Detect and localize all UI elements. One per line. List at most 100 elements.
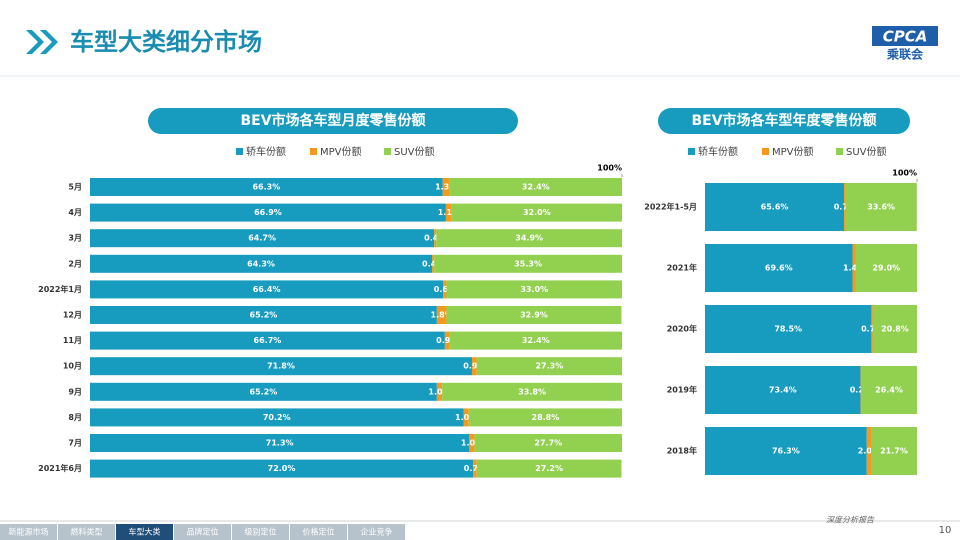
- footer-tab: [116, 524, 173, 540]
- footer-tab: [174, 524, 231, 540]
- data-label: 0.9%: [436, 336, 458, 345]
- data-label: 0.4%: [422, 259, 444, 268]
- data-label: 33.8%: [518, 387, 546, 396]
- footer-tab-label: 品牌定位: [187, 527, 219, 537]
- footer-tab-label: 新能源市场: [9, 527, 49, 537]
- bar-segment: [469, 434, 475, 452]
- y-tick-label: 9月: [68, 387, 82, 396]
- data-label: 35.3%: [514, 259, 542, 268]
- footer-tab: [0, 524, 57, 540]
- legend-label: 轿车份额: [246, 145, 286, 158]
- report-label: 深度分析报告: [826, 516, 875, 525]
- data-label: 70.2%: [263, 413, 291, 422]
- data-label: 1.4%: [843, 264, 865, 273]
- data-label: 65.2%: [250, 387, 278, 396]
- footer-tab-label: 车型大类: [129, 527, 161, 537]
- bar-segment: [444, 331, 450, 350]
- bar-segment: [90, 434, 470, 452]
- data-label: 1.3%: [435, 183, 457, 192]
- data-label: 32.9%: [520, 311, 548, 320]
- bar-segment: [844, 183, 846, 231]
- footer-tab: [58, 524, 115, 540]
- bar-segment: [436, 306, 447, 324]
- bar-segment: [90, 254, 433, 273]
- legend-swatch: [310, 148, 317, 155]
- data-label: 32.4%: [522, 183, 550, 192]
- legend-swatch: [688, 148, 695, 155]
- bar-segment: [90, 408, 464, 427]
- data-label: 0.2%: [850, 386, 872, 395]
- bar-segment: [446, 280, 622, 299]
- y-tick-label: 2018年: [667, 446, 697, 456]
- page-number: 10: [939, 525, 952, 536]
- footer-tab: [348, 524, 405, 540]
- y-tick-label: 2021年6月: [38, 463, 82, 473]
- data-label: 66.7%: [254, 336, 282, 345]
- data-label: 28.8%: [532, 413, 560, 422]
- data-label: 66.4%: [253, 285, 281, 294]
- footer-tab-label: 价格定位: [303, 527, 335, 537]
- bar-segment: [90, 331, 445, 350]
- data-label: 66.9%: [254, 208, 282, 217]
- y-tick-label: 12月: [63, 311, 82, 320]
- footer-tab-label: 燃料类型: [71, 527, 103, 537]
- data-label: 27.7%: [534, 439, 562, 448]
- footer-tab-label: 级别定位: [245, 527, 277, 537]
- bar-segment: [442, 178, 450, 196]
- y-tick-label: 5月: [68, 183, 82, 192]
- data-label: 71.8%: [267, 362, 295, 371]
- bar-segment: [90, 203, 446, 222]
- data-label: 32.0%: [523, 208, 551, 217]
- legend-swatch: [384, 148, 391, 155]
- bar-segment: [705, 305, 872, 353]
- bar-segment: [432, 254, 435, 273]
- bar-segment: [449, 178, 622, 196]
- bar-segment: [866, 427, 871, 475]
- bar-segment: [468, 408, 622, 427]
- bar-segment: [476, 357, 622, 376]
- data-label: 71.3%: [266, 439, 294, 448]
- page-title: 车型大类细分市场: [70, 28, 262, 56]
- bar-segment: [471, 357, 477, 376]
- x-tick-label: 100%: [597, 164, 622, 173]
- data-label: 29.0%: [872, 264, 900, 273]
- bar-segment: [870, 427, 917, 475]
- y-tick-label: 2021年: [667, 263, 697, 273]
- y-tick-label: 7月: [68, 439, 82, 448]
- y-tick-label: 2022年1月: [38, 284, 82, 294]
- bar-segment: [463, 408, 469, 427]
- data-label: 21.7%: [880, 447, 908, 456]
- footer-tab: [232, 524, 289, 540]
- chart-title: BEV市场各车型月度零售份额: [240, 112, 425, 129]
- data-label: 64.3%: [247, 259, 275, 268]
- y-tick-label: 4月: [68, 208, 82, 217]
- data-label: 78.5%: [774, 325, 802, 334]
- data-label: 33.6%: [867, 203, 895, 212]
- data-label: 20.8%: [881, 325, 909, 334]
- bar-segment: [442, 382, 622, 401]
- bar-segment: [436, 229, 622, 248]
- bar-segment: [90, 357, 472, 376]
- data-label: 1.0%: [428, 387, 450, 396]
- legend-label: MPV份额: [320, 145, 362, 158]
- legend-swatch: [236, 148, 243, 155]
- bar-segment: [705, 183, 845, 231]
- logo-sub: 乘联会: [886, 47, 924, 62]
- bar-segment: [90, 306, 437, 324]
- data-label: 0.7%: [834, 203, 856, 212]
- logo-box: [872, 26, 938, 46]
- bar-segment: [90, 178, 443, 196]
- bar-segment: [451, 203, 622, 222]
- data-label: 64.7%: [248, 234, 276, 243]
- data-label: 0.4%: [424, 234, 446, 243]
- x-tick-label: 100%: [892, 169, 917, 178]
- bar-segment: [705, 244, 853, 292]
- legend-label: MPV份额: [772, 145, 814, 158]
- data-label: 66.3%: [252, 183, 280, 192]
- data-label: 65.6%: [761, 203, 789, 212]
- data-label: 2.0%: [858, 447, 880, 456]
- y-tick-label: 3月: [68, 234, 82, 243]
- data-label: 0.7%: [861, 325, 883, 334]
- bar-segment: [845, 183, 917, 231]
